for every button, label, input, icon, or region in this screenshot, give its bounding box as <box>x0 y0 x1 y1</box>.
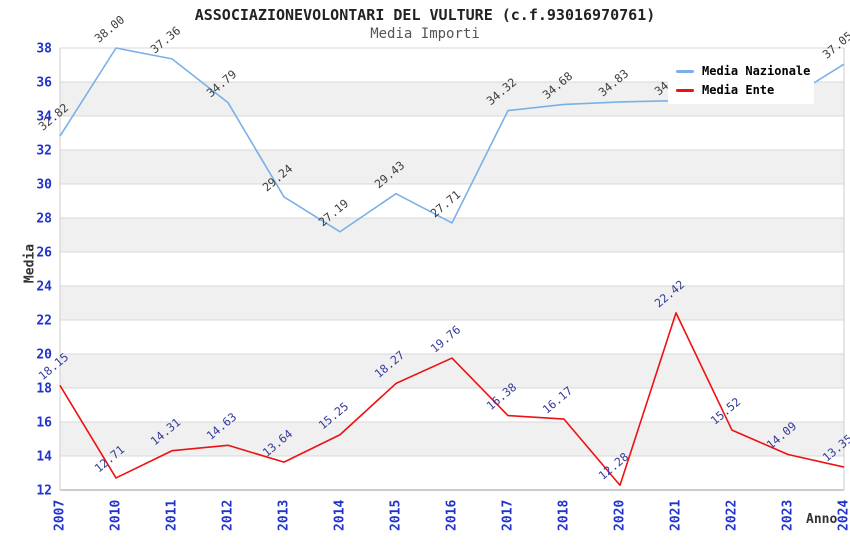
x-tick-label: 2011 <box>165 500 180 531</box>
y-tick-label: 26 <box>36 246 52 261</box>
legend: Media Nazionale Media Ente <box>668 57 814 104</box>
x-tick-label: 2021 <box>669 500 684 531</box>
y-tick-label: 22 <box>36 314 52 329</box>
x-tick-label: 2023 <box>781 500 796 531</box>
grid-band <box>60 422 844 456</box>
x-tick-label: 2022 <box>725 500 740 531</box>
x-tick-label: 2016 <box>445 500 460 531</box>
legend-swatch-blue-icon <box>676 69 694 73</box>
x-tick-label: 2007 <box>53 500 68 531</box>
x-tick-label: 2013 <box>277 500 292 531</box>
grid-band <box>60 354 844 388</box>
x-tick-label: 2024 <box>837 500 850 531</box>
x-tick-label: 2010 <box>109 500 124 531</box>
y-tick-label: 16 <box>36 416 52 431</box>
legend-label: Media Nazionale <box>702 64 811 78</box>
x-tick-label: 2020 <box>613 500 628 531</box>
series-line-media-ente <box>59 312 845 487</box>
y-axis-title: Media <box>22 243 38 284</box>
chart-title: ASSOCIAZIONEVOLONTARI DEL VULTURE (c.f.9… <box>194 6 656 24</box>
point-label: 19.76 <box>428 322 464 355</box>
x-tick-label: 2015 <box>389 500 404 531</box>
y-tick-label: 14 <box>36 450 52 465</box>
y-tick-label: 30 <box>36 178 52 193</box>
y-tick-label: 12 <box>36 484 52 499</box>
x-tick-label: 2018 <box>557 500 572 531</box>
legend-item-media-ente[interactable]: Media Ente <box>676 83 814 97</box>
x-tick-label: 2012 <box>221 500 236 531</box>
x-tick-label: 2017 <box>501 500 516 531</box>
legend-item-media-nazionale[interactable]: Media Nazionale <box>676 64 814 78</box>
x-tick-label: 2014 <box>333 500 348 531</box>
x-axis-title: Anno <box>806 512 838 527</box>
grid-band <box>60 150 844 184</box>
chart-subtitle: Media Importi <box>370 26 480 42</box>
y-tick-label: 32 <box>36 144 52 159</box>
legend-swatch-red-icon <box>676 88 694 92</box>
y-tick-label: 38 <box>36 42 52 57</box>
y-tick-label: 20 <box>36 348 52 363</box>
grid-band <box>60 286 844 320</box>
y-tick-label: 34 <box>36 110 52 125</box>
legend-label: Media Ente <box>702 83 775 97</box>
y-tick-label: 36 <box>36 76 52 91</box>
y-tick-label: 18 <box>36 382 52 397</box>
y-tick-label: 28 <box>36 212 52 227</box>
point-label: 27.71 <box>428 187 464 220</box>
y-tick-label: 24 <box>36 280 52 295</box>
